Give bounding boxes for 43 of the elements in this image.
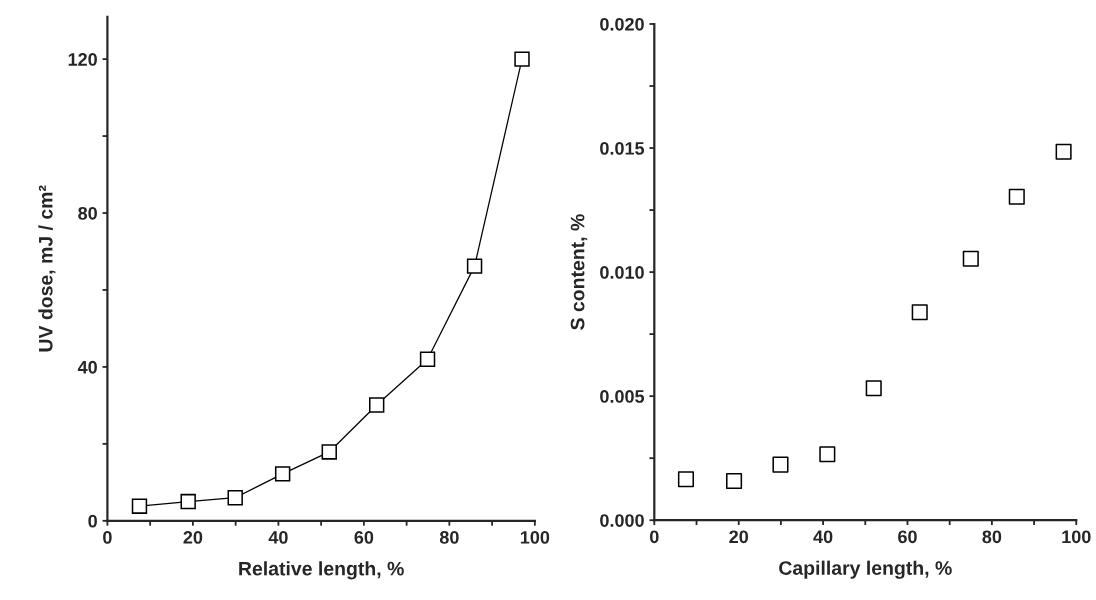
point xyxy=(180,493,196,510)
point xyxy=(368,397,385,413)
x-tick-label: 40 xyxy=(813,530,833,544)
point xyxy=(1055,143,1072,160)
y-axis-title: S content, % xyxy=(570,214,588,330)
x-tick-label: 100 xyxy=(520,531,550,544)
point xyxy=(819,446,836,463)
point xyxy=(677,471,695,488)
x-axis-title: Relative length, % xyxy=(239,561,404,580)
y-tick-label: 0 xyxy=(88,514,97,528)
point xyxy=(419,351,436,367)
y-tick-label: 0.000 xyxy=(600,514,644,527)
point xyxy=(726,472,743,490)
point xyxy=(131,498,148,514)
x-tick-label: 40 xyxy=(268,531,288,544)
point xyxy=(514,51,530,67)
point xyxy=(321,444,337,460)
point xyxy=(772,456,789,473)
y-tick-label: 120 xyxy=(68,53,97,66)
y-tick-label: 0.005 xyxy=(600,390,645,403)
y-tick-label: 80 xyxy=(78,206,97,220)
x-tick-label: 60 xyxy=(898,530,917,544)
point xyxy=(865,380,882,397)
y-tick-label: 0.015 xyxy=(600,141,645,155)
point xyxy=(274,466,291,482)
y-tick-label: 40 xyxy=(77,360,97,374)
x-tick-label: 80 xyxy=(982,530,1002,544)
point xyxy=(911,304,928,321)
point xyxy=(227,490,243,506)
x-axis-title: Capillary length, % xyxy=(779,560,952,579)
point xyxy=(1008,188,1025,205)
point xyxy=(962,250,979,267)
x-tick-label: 100 xyxy=(1062,530,1091,544)
x-tick-label: 20 xyxy=(729,530,749,544)
y-tick-label: 0.020 xyxy=(600,17,644,31)
x-tick-label: 0 xyxy=(103,531,112,544)
x-tick-label: 20 xyxy=(183,531,203,544)
y-tick-label: 0.010 xyxy=(600,266,644,279)
y-axis-title: UV dose, mJ / cm² xyxy=(38,185,56,352)
x-tick-label: 80 xyxy=(439,531,459,544)
x-tick-label: 0 xyxy=(650,530,659,544)
x-tick-label: 60 xyxy=(354,531,374,544)
point xyxy=(466,258,483,274)
